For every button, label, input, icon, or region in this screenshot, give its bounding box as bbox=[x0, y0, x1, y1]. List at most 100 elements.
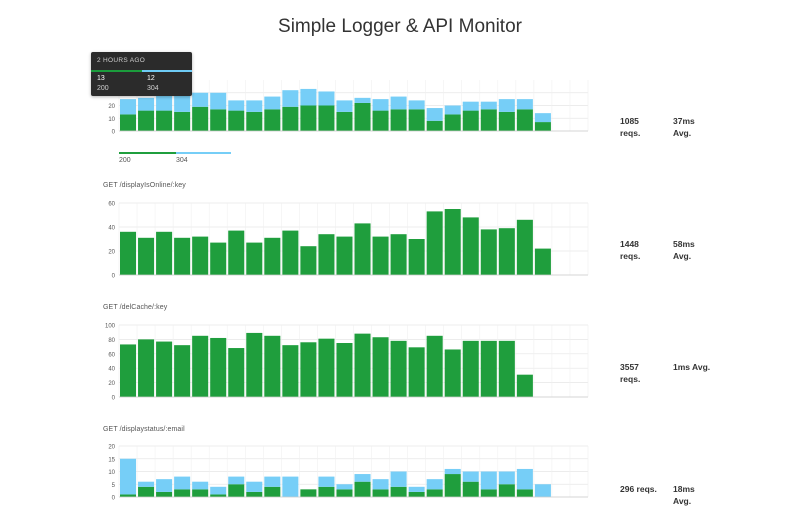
avg-unit: Avg. bbox=[673, 128, 692, 138]
bar-200 bbox=[282, 345, 299, 397]
bar-304 bbox=[480, 101, 497, 110]
bar-200 bbox=[408, 347, 425, 397]
legend-200-label: 200 bbox=[119, 157, 131, 164]
y-tick-label: 60 bbox=[108, 202, 115, 208]
bar-304 bbox=[336, 100, 353, 112]
bar-200 bbox=[372, 236, 389, 275]
bar-304 bbox=[534, 113, 551, 123]
avg-time: 18ms bbox=[673, 484, 695, 494]
bar-200 bbox=[426, 335, 443, 397]
bar-304 bbox=[192, 481, 209, 490]
bar-200 bbox=[354, 223, 371, 275]
y-tick-label: 0 bbox=[112, 496, 116, 502]
bar-200 bbox=[498, 228, 515, 275]
page-title: Simple Logger & API Monitor bbox=[278, 16, 522, 37]
bar-200 bbox=[246, 332, 263, 397]
bar-304 bbox=[444, 468, 461, 475]
bar-304 bbox=[372, 99, 389, 111]
bar-200 bbox=[534, 122, 551, 131]
y-tick-label: 10 bbox=[108, 117, 115, 123]
bar-200 bbox=[300, 105, 317, 131]
bar-304 bbox=[264, 476, 281, 487]
bar-200 bbox=[282, 106, 299, 131]
bar-200 bbox=[444, 349, 461, 397]
y-tick-label: 60 bbox=[108, 352, 115, 358]
y-tick-label: 0 bbox=[112, 396, 116, 402]
request-count: 296 reqs. bbox=[620, 484, 657, 494]
endpoint-label: GET /displaystatus/:email bbox=[103, 426, 185, 433]
bar-200 bbox=[480, 340, 497, 397]
bar-200 bbox=[138, 237, 155, 275]
tooltip-code-200: 200 bbox=[97, 85, 109, 92]
y-tick-label: 20 bbox=[108, 445, 115, 451]
bar-200 bbox=[444, 209, 461, 275]
bar-304 bbox=[282, 476, 299, 497]
bar-304 bbox=[372, 479, 389, 490]
bar-200 bbox=[210, 337, 227, 397]
bar-304 bbox=[174, 476, 191, 490]
bar-304 bbox=[246, 481, 263, 492]
bar-304 bbox=[462, 471, 479, 482]
tooltip-value-304: 12 bbox=[147, 75, 155, 82]
bar-200 bbox=[390, 234, 407, 275]
bar-304 bbox=[228, 476, 245, 485]
bar-200 bbox=[336, 236, 353, 275]
bar-200 bbox=[516, 489, 533, 497]
bar-304 bbox=[318, 476, 335, 487]
request-unit: reqs. bbox=[620, 128, 641, 138]
bar-304 bbox=[210, 486, 227, 495]
bar-200 bbox=[156, 491, 173, 497]
bar-304 bbox=[408, 100, 425, 110]
bar-200 bbox=[318, 234, 335, 275]
bar-200 bbox=[174, 237, 191, 275]
bar-304 bbox=[390, 96, 407, 110]
request-unit: reqs. bbox=[620, 374, 641, 384]
bar-200 bbox=[228, 110, 245, 131]
chart-0-requests: 1085 reqs. bbox=[620, 115, 640, 139]
bar-304 bbox=[156, 479, 173, 492]
y-tick-label: 40 bbox=[108, 226, 115, 232]
bar-304 bbox=[408, 486, 425, 492]
bar-200 bbox=[264, 109, 281, 131]
bar-304 bbox=[336, 484, 353, 490]
bar-200 bbox=[120, 494, 137, 497]
bar-304 bbox=[210, 92, 227, 110]
bar-200 bbox=[300, 342, 317, 397]
bar-304 bbox=[138, 97, 155, 111]
bar-200 bbox=[210, 494, 227, 497]
endpoint-label: GET /displayIsOnline/:key bbox=[103, 182, 186, 189]
bar-200 bbox=[390, 486, 407, 497]
bar-200 bbox=[228, 484, 245, 497]
bar-200 bbox=[354, 333, 371, 397]
bar-304 bbox=[318, 91, 335, 106]
bar-200 bbox=[408, 109, 425, 131]
bar-304 bbox=[498, 99, 515, 112]
bar-200 bbox=[282, 230, 299, 275]
bar-304 bbox=[156, 95, 173, 111]
bar-200 bbox=[138, 110, 155, 131]
bar-200 bbox=[426, 489, 443, 497]
avg-time: 1ms Avg. bbox=[673, 362, 711, 372]
bar-200 bbox=[336, 343, 353, 397]
bar-200 bbox=[372, 110, 389, 131]
bar-304 bbox=[516, 99, 533, 110]
bar-304 bbox=[354, 474, 371, 482]
request-count: 1448 bbox=[620, 239, 639, 249]
bar-200 bbox=[498, 111, 515, 131]
bar-200 bbox=[372, 337, 389, 397]
bar-304 bbox=[426, 479, 443, 490]
bar-200 bbox=[156, 110, 173, 131]
bar-200 bbox=[300, 489, 317, 497]
avg-unit: Avg. bbox=[673, 251, 692, 261]
bar-200 bbox=[246, 242, 263, 275]
bar-200 bbox=[318, 486, 335, 497]
bar-304 bbox=[246, 100, 263, 112]
bar-200 bbox=[264, 335, 281, 397]
bar-200 bbox=[210, 109, 227, 131]
bar-200 bbox=[192, 106, 209, 131]
bar-304 bbox=[228, 100, 245, 111]
bar-200 bbox=[336, 489, 353, 497]
